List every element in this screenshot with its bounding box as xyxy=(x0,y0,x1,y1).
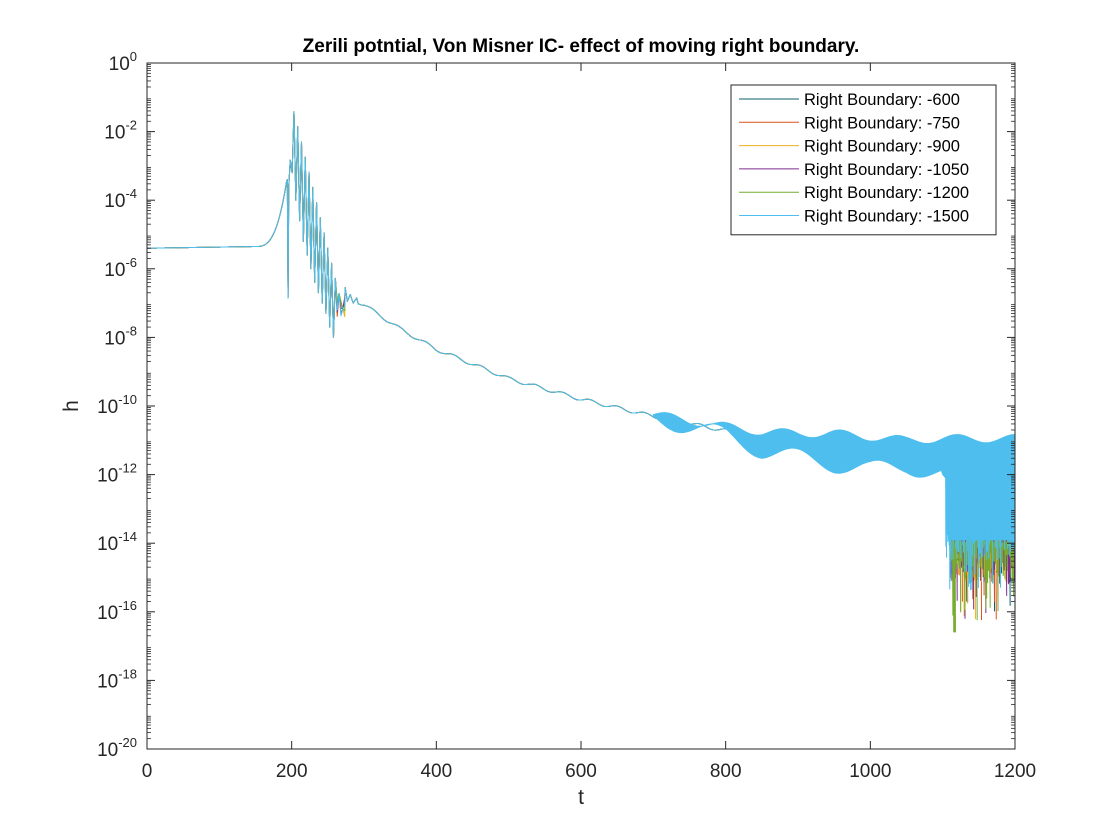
legend-label: Right Boundary: -900 xyxy=(804,138,960,156)
legend-item: Right Boundary: -1050 xyxy=(739,161,969,179)
legend-item: Right Boundary: -1200 xyxy=(739,184,969,202)
y-tick-label: 10-6 xyxy=(104,255,137,281)
chart-title: Zerili potntial, Von Misner IC- effect o… xyxy=(303,36,860,57)
series-6 xyxy=(147,111,1015,591)
series-layer xyxy=(147,111,1015,633)
series-line xyxy=(147,111,726,431)
legend-label: Right Boundary: -1500 xyxy=(804,208,969,226)
y-tick-label: 10-4 xyxy=(104,186,137,212)
y-tick-label: 10-2 xyxy=(104,118,137,144)
deep-noise-line xyxy=(945,447,1015,591)
oscillation-band xyxy=(652,412,1015,541)
series-line xyxy=(147,111,726,431)
legend-item: Right Boundary: -900 xyxy=(739,138,960,156)
x-tick-label: 200 xyxy=(276,761,308,782)
series-line xyxy=(147,111,726,431)
y-tick-label: 10-18 xyxy=(97,666,137,692)
legend-label: Right Boundary: -600 xyxy=(804,91,960,109)
x-tick-label: 1200 xyxy=(994,761,1036,782)
x-tick-label: 600 xyxy=(565,761,597,782)
y-tick-label: 10-14 xyxy=(97,529,137,555)
y-tick-label: 10-20 xyxy=(97,735,137,761)
y-axis-label: h xyxy=(60,400,83,412)
y-axis: 10-20 10-18 10-16 10-14 10-12 10-10 10-8 10-6 10… xyxy=(97,49,1015,761)
y-tick-label: 10-10 xyxy=(97,392,137,418)
x-axis: 0 200 400 600 800 1000 1200 xyxy=(142,63,1036,782)
x-tick-label: 800 xyxy=(710,761,742,782)
x-tick-label: 0 xyxy=(142,761,153,782)
legend-label: Right Boundary: -1200 xyxy=(804,184,969,202)
series-line xyxy=(147,111,726,431)
y-tick-label: 10-12 xyxy=(97,461,137,487)
legend-item: Right Boundary: -600 xyxy=(739,91,960,109)
x-axis-label: t xyxy=(578,786,584,809)
series-line xyxy=(147,111,726,431)
y-tick-label: 10-8 xyxy=(104,323,137,349)
legend-item: Right Boundary: -1500 xyxy=(739,208,969,226)
legend-label: Right Boundary: -1050 xyxy=(804,161,969,179)
x-tick-label: 400 xyxy=(420,761,452,782)
plot-area xyxy=(147,111,1015,633)
legend-label: Right Boundary: -750 xyxy=(804,114,960,132)
x-tick-label: 1000 xyxy=(849,761,891,782)
y-tick-label: 100 xyxy=(109,49,137,75)
series-line xyxy=(147,111,726,431)
legend: Right Boundary: -600 Right Boundary: -750… xyxy=(730,84,997,236)
y-tick-label: 10-16 xyxy=(97,598,137,624)
legend-box xyxy=(730,84,997,236)
legend-item: Right Boundary: -750 xyxy=(739,114,960,132)
